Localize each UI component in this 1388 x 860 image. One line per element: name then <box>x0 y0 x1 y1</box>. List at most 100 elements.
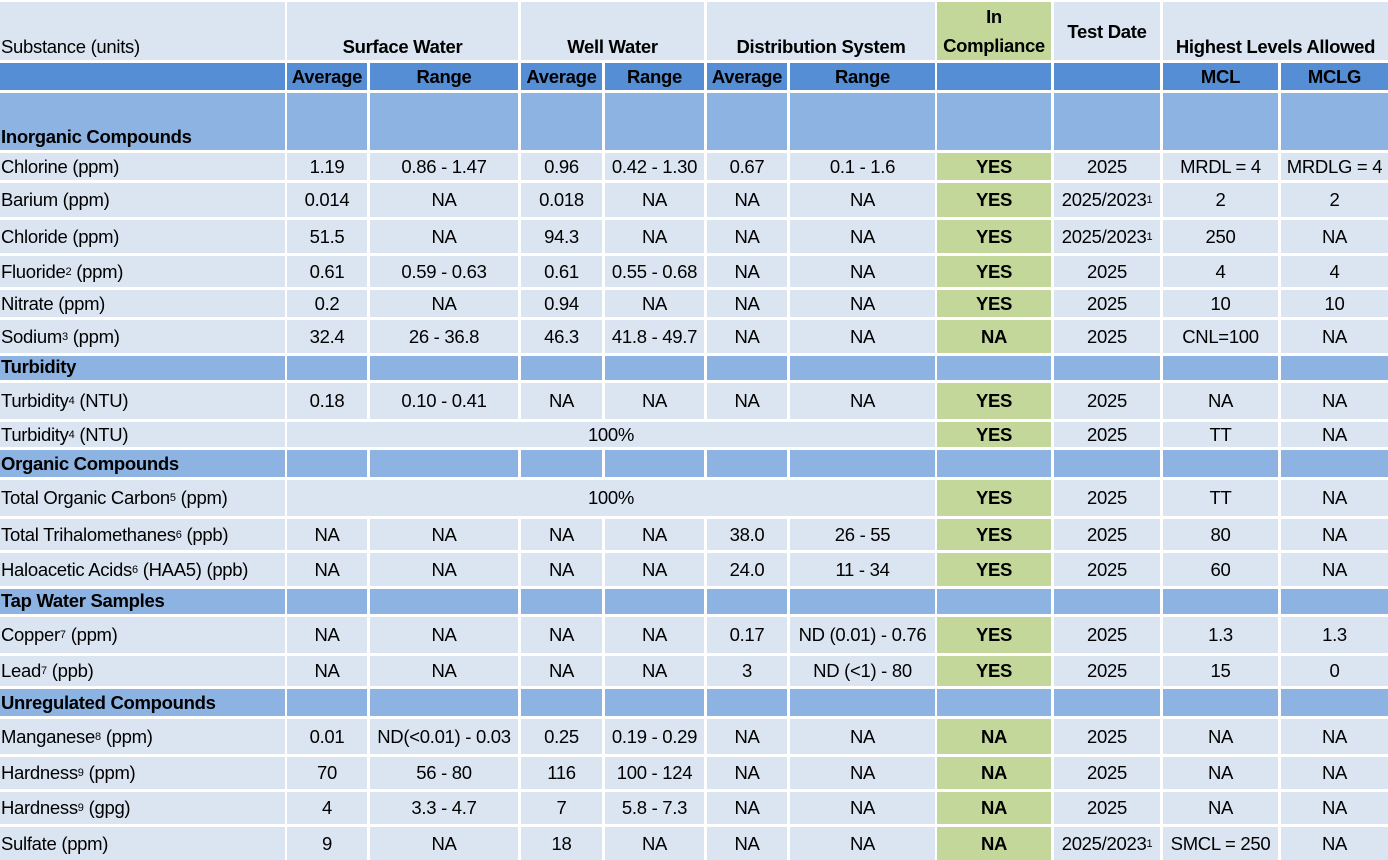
substance-cell: Lead 7 (ppb) <box>0 656 285 686</box>
value-cell: NA <box>370 519 518 550</box>
mcl-cell: NA <box>1163 719 1278 754</box>
value-cell: 26 - 55 <box>790 519 935 550</box>
substance-cell: Haloacetic Acids 6 (HAA5) (ppb) <box>0 553 285 586</box>
compliance-cell: YES <box>937 553 1051 586</box>
compliance-value: NA <box>980 762 1008 783</box>
substance-cell: Fluoride 2 (ppm) <box>0 256 285 287</box>
cell-value: NA <box>1321 487 1348 508</box>
section-cell <box>370 356 518 380</box>
compliance-value: YES <box>975 292 1013 314</box>
cell-value: NA <box>734 260 760 282</box>
cell-value: NA <box>641 523 668 545</box>
cell-value: 70 <box>317 762 337 783</box>
cell-value: NA <box>1321 797 1348 818</box>
value-cell: 3 <box>707 656 787 686</box>
substance-unit: (ppm) <box>88 762 136 783</box>
cell-value: NA <box>734 832 760 854</box>
date-cell: 2025/2023 1 <box>1054 183 1160 217</box>
value-cell: 0.17 <box>707 617 787 653</box>
section-cell <box>521 356 602 380</box>
substance-cell: Manganese 8 (ppm) <box>0 719 285 754</box>
value-cell: 0.86 - 1.47 <box>370 153 518 180</box>
value-cell: NA <box>790 792 935 824</box>
value-cell: 0.25 <box>521 719 602 754</box>
group-header: Surface Water <box>342 36 463 57</box>
cell-value: NA <box>548 558 575 580</box>
section-cell <box>1163 689 1278 716</box>
value-cell: NA <box>370 617 518 653</box>
cell-value: 0.25 <box>544 725 579 747</box>
cell-value: 60 <box>1210 558 1231 580</box>
section-cell <box>521 450 602 477</box>
cell-value: NA <box>1321 390 1348 411</box>
value-cell: NA <box>707 290 787 317</box>
date-cell: 2025 <box>1054 320 1160 353</box>
cell-value: 0.1 - 1.6 <box>829 155 896 177</box>
substance-name: Nitrate (ppm) <box>1 292 106 314</box>
date-cell: 2025 <box>1054 656 1160 686</box>
section-cell: Unregulated Compounds <box>0 689 285 716</box>
value-cell: NA <box>790 757 935 789</box>
mcl-cell: NA <box>1163 792 1278 824</box>
section-cell <box>521 589 602 614</box>
value-cell: NA <box>707 256 787 287</box>
value-cell: 0.61 <box>287 256 367 287</box>
compliance-cell: NA <box>937 792 1051 824</box>
cell-value: 4 <box>322 797 332 818</box>
section-title: Inorganic Compounds <box>1 126 192 147</box>
cell-value: NA <box>734 189 760 210</box>
cell-value: 116 <box>547 762 576 783</box>
test-date: 2025 <box>1087 423 1127 445</box>
compliance-value: YES <box>975 260 1013 282</box>
cell-value: NA <box>1321 523 1348 545</box>
value-cell: NA <box>287 617 367 653</box>
value-cell: 0.10 - 0.41 <box>370 383 518 419</box>
date-cell: 2025 <box>1054 792 1160 824</box>
header-cell: Distribution System <box>707 2 935 60</box>
date-cell: 2025 <box>1054 422 1160 447</box>
section-cell <box>707 589 787 614</box>
value-cell: 51.5 <box>287 220 367 253</box>
value-cell: 3.3 - 4.7 <box>370 792 518 824</box>
cell-value: 51.5 <box>309 225 345 247</box>
substance-unit: (ppm) <box>105 725 153 747</box>
mclg-cell: MRDLG = 4 <box>1281 153 1388 180</box>
value-cell: 32.4 <box>287 320 367 353</box>
cell-value: ND (0.01) - 0.76 <box>798 624 927 645</box>
cell-value: NA <box>641 390 668 411</box>
header-cell: MCL <box>1163 63 1278 90</box>
value-cell: NA <box>790 719 935 754</box>
mclg-cell: 0 <box>1281 656 1388 686</box>
substance-unit: (ppm) <box>70 624 118 645</box>
value-cell: 18 <box>521 827 602 860</box>
section-cell <box>1054 93 1160 150</box>
cell-value: ND (<1) - 80 <box>813 660 912 681</box>
mcl-cell: 250 <box>1163 220 1278 253</box>
mclg-cell: 10 <box>1281 290 1388 317</box>
cell-value: NA <box>849 325 876 347</box>
compliance-value: YES <box>975 390 1013 411</box>
value-cell: NA <box>370 553 518 586</box>
cell-value: 3 <box>742 660 752 681</box>
value-cell: 0.94 <box>521 290 602 317</box>
value-cell: NA <box>287 656 367 686</box>
cell-value: 4 <box>1215 260 1226 282</box>
compliance-cell: YES <box>937 656 1051 686</box>
date-cell: 2025 <box>1054 480 1160 516</box>
value-cell: NA <box>707 792 787 824</box>
compliance-cell: YES <box>937 383 1051 419</box>
cell-value: MRDLG = 4 <box>1286 155 1383 177</box>
test-date: 2025/2023 <box>1061 189 1147 210</box>
substance-name: Sodium <box>1 325 62 347</box>
value-cell: ND(<0.01) - 0.03 <box>370 719 518 754</box>
mclg-cell: NA <box>1281 320 1388 353</box>
section-title: Unregulated Compounds <box>1 692 216 713</box>
value-cell: 0.42 - 1.30 <box>605 153 704 180</box>
sub-header: Range <box>416 65 472 87</box>
substance-name: Chloride (ppm) <box>1 225 120 247</box>
cell-value: 41.8 - 49.7 <box>611 325 698 347</box>
value-cell: NA <box>707 383 787 419</box>
compliance-cell: YES <box>937 256 1051 287</box>
value-cell: 4 <box>287 792 367 824</box>
test-date: 2025 <box>1087 624 1127 645</box>
